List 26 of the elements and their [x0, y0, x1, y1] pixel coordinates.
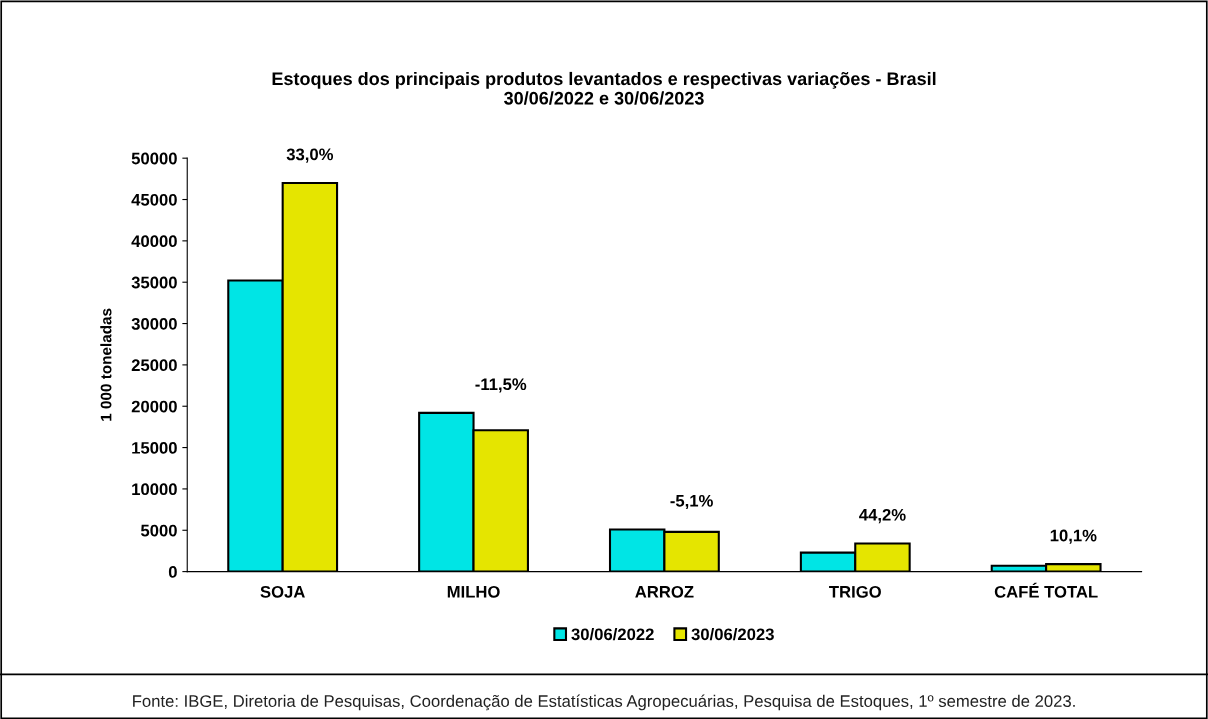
- y-tick-label: 0: [168, 566, 177, 578]
- y-tick-label: 30000: [131, 317, 177, 330]
- chart-title: Estoques dos principais produtos levantados e respectivas variações - Brasil 30/06/2022 e 30/06/2023: [272, 71, 936, 105]
- y-tick-label: 40000: [131, 235, 177, 248]
- annotation: 33,0%: [286, 148, 334, 163]
- x-tick-label: MILHO: [447, 585, 500, 598]
- y-tick-label: 20000: [131, 400, 177, 413]
- x-tick-label: SOJA: [260, 585, 305, 598]
- x-tick-label: TRIGO: [829, 585, 881, 598]
- y-tick-label: 35000: [131, 276, 177, 289]
- annotation: -5,1%: [670, 494, 713, 510]
- annotation: 10,1%: [1050, 529, 1097, 544]
- y-tick-label: 10000: [132, 483, 177, 496]
- y-tick-label: 45000: [131, 193, 177, 206]
- source-note: Fonte: IBGE, Diretoria de Pesquisas, Coordenação de Estatísticas Agropecuárias, Pesquisa de Estoques, 1º semestre de 2023.: [133, 694, 1075, 711]
- x-tick-label: ARROZ: [635, 585, 694, 598]
- x-tick-label: CAFÉ TOTAL: [994, 582, 1098, 598]
- y-tick-label: 15000: [132, 441, 177, 454]
- annotation: 44,2%: [859, 508, 906, 524]
- y-tick-label: 5000: [140, 524, 177, 537]
- y-tick-label: 50000: [131, 152, 177, 165]
- y-tick-label: 25000: [131, 359, 177, 372]
- legend-label: 30/06/2022: [571, 627, 654, 641]
- y-axis-title: 1 000 toneladas: [100, 308, 112, 421]
- legend-label: 30/06/2023: [691, 627, 774, 641]
- annotation: -11,5%: [475, 378, 527, 393]
